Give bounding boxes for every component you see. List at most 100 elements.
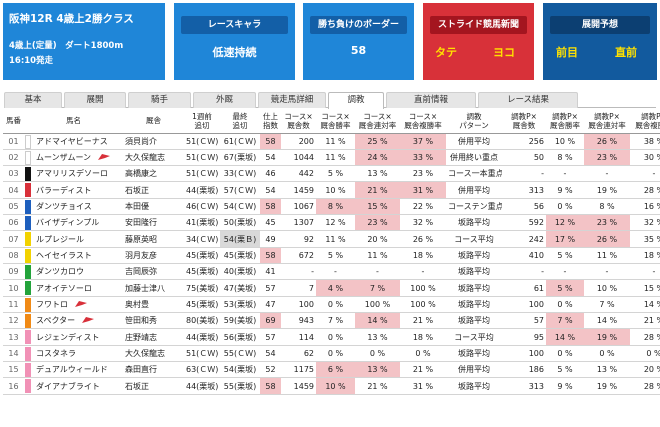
horse-name-cell[interactable]: デュアルウィールド bbox=[24, 361, 123, 379]
frame-color-strip bbox=[25, 265, 31, 279]
horse-name[interactable]: スペクター bbox=[36, 316, 76, 326]
red-flag-icon bbox=[75, 300, 87, 307]
tab-jockey[interactable]: 騎手 bbox=[128, 92, 191, 108]
table-row[interactable]: 13 レジェンディスト 庄野靖志 44(栗坂) 56(栗坂) 57 114 0 % 13 % 18… bbox=[3, 328, 660, 346]
table-row[interactable]: 09 ダンツカロウ 吉岡辰弥 45(栗坂) 40(栗坂) 41- - - - 坂路平均 - - - - bbox=[3, 263, 660, 281]
horse-name[interactable]: アマリリスデソーロ bbox=[36, 169, 108, 179]
training-pattern-value: コース平均 bbox=[446, 230, 502, 248]
table-row[interactable]: 07 ルプレジール 藤原英昭 34(ＣＷ) 54(栗Ｂ) 49 92 11 % 20 % 26 %… bbox=[3, 230, 660, 248]
horse-name-cell[interactable]: ダンツカロウ bbox=[24, 263, 123, 281]
table-row[interactable]: 08 ヘイセイラスト 羽月友彦 45(栗坂) 45(栗坂) 58 672 5 % 11 % 18 … bbox=[3, 247, 660, 265]
course-quinella-value: 13 % bbox=[355, 328, 400, 346]
table-row[interactable]: 01 アドマイヤビーナス 須貝尚介 51(ＣＷ) 61(ＣＷ) 58 200 11 % 25 %… bbox=[3, 133, 660, 150]
tab-training[interactable]: 調教 bbox=[328, 92, 384, 109]
stride-newspaper-card[interactable]: ストライド競馬新聞 タテ ヨコ bbox=[423, 3, 534, 80]
tab-basic[interactable]: 基本 bbox=[4, 92, 62, 108]
horse-name[interactable]: アオイテソーロ bbox=[36, 283, 92, 293]
pattern-count-value: 61 bbox=[502, 279, 546, 297]
table-row[interactable]: 15 デュアルウィールド 森田直行 63(ＣＷ) 54(栗坂) 52 1175 6 % 13 %… bbox=[3, 361, 660, 379]
table-row[interactable]: 12 スペクター 笹田和秀 80(美坂) 59(美坂) 69 943 7 % 14 % 21 % 坂… bbox=[3, 312, 660, 330]
forecast-latest-link[interactable]: 直前 bbox=[615, 46, 637, 59]
week-before-value: 51(ＣＷ) bbox=[184, 133, 220, 150]
horse-name[interactable]: ダイアナブライト bbox=[36, 381, 100, 391]
pattern-place-value: 20 % bbox=[630, 361, 660, 379]
finish-index-value: 58 bbox=[260, 247, 281, 265]
final-value: 54(栗Ｂ) bbox=[220, 230, 260, 248]
tab-pre-race-info[interactable]: 直前情報 bbox=[386, 92, 476, 108]
course-place-value: 26 % bbox=[400, 230, 446, 248]
course-quinella-value: 15 % bbox=[355, 198, 400, 216]
course-count-value: 100 bbox=[281, 296, 316, 314]
col-pattern-place: 調教P×厩舎複勝率 bbox=[630, 109, 660, 134]
course-place-value: 21 % bbox=[400, 361, 446, 379]
header-cards: 阪神12R 4歳上2勝クラス 4歳上(定量) ダート1800m 16:10発走 … bbox=[3, 3, 657, 83]
course-quinella-value: 23 % bbox=[355, 214, 400, 232]
tab-bar: 基本 展開 騎手 外厩 競走馬詳細 調教 直前情報 レース結果 bbox=[4, 92, 656, 109]
finish-index-value: 47 bbox=[260, 296, 281, 314]
pattern-win-value: 5 % bbox=[546, 247, 584, 265]
horse-name-cell[interactable]: ムーンザムーン bbox=[24, 149, 123, 167]
course-win-value: 5 % bbox=[316, 247, 355, 265]
tab-horse-detail[interactable]: 競走馬詳細 bbox=[258, 92, 326, 108]
horse-name-cell[interactable]: アオイテソーロ bbox=[24, 279, 123, 297]
course-place-value: 31 % bbox=[400, 377, 446, 395]
horse-name-cell[interactable]: コスタネラ bbox=[24, 345, 123, 363]
table-row[interactable]: 05 ダンツチョイス 本田優 46(ＣＷ) 54(ＣＷ) 58 1067 8 % 15 % 22 … bbox=[3, 198, 660, 216]
horse-name[interactable]: コスタネラ bbox=[36, 348, 76, 358]
pace-forecast-card[interactable]: 展開予想 前目 直前 bbox=[543, 3, 657, 80]
horse-name-cell[interactable]: レジェンディスト bbox=[24, 328, 123, 346]
horse-name[interactable]: バラーディスト bbox=[36, 185, 92, 195]
pattern-win-value: 5 % bbox=[546, 361, 584, 379]
pattern-count-value: 186 bbox=[502, 361, 546, 379]
horse-name[interactable]: ダンツチョイス bbox=[36, 201, 92, 211]
horse-name[interactable]: ダンツカロウ bbox=[36, 267, 84, 277]
horse-name-cell[interactable]: フワトロ bbox=[24, 296, 123, 314]
pattern-win-value: 5 % bbox=[546, 279, 584, 297]
horse-name[interactable]: ムーンザムーン bbox=[36, 152, 92, 162]
horse-name-cell[interactable]: ヘイセイラスト bbox=[24, 247, 123, 265]
table-row[interactable]: 11 フワトロ 奥村豊 45(栗坂) 53(栗坂) 47 100 0 % 100 % 100 % 坂… bbox=[3, 296, 660, 314]
table-row[interactable]: 14 コスタネラ 大久保龍志 51(ＣＷ) 55(ＣＷ) 54 62 0 % 0 % 0 % 坂路平… bbox=[3, 345, 660, 363]
frame-color-strip bbox=[25, 199, 31, 214]
frame-color-strip bbox=[25, 248, 31, 263]
horse-name-cell[interactable]: スペクター bbox=[24, 312, 123, 330]
frame-color-strip bbox=[25, 134, 31, 149]
horse-name[interactable]: フワトロ bbox=[36, 299, 68, 309]
news-yoko-link[interactable]: ヨコ bbox=[493, 46, 515, 59]
stable-name: 藤原英昭 bbox=[123, 230, 184, 248]
horse-name[interactable]: バイザディンプル bbox=[36, 218, 100, 228]
course-count-value: 92 bbox=[281, 230, 316, 248]
tab-outside-stable[interactable]: 外厩 bbox=[193, 92, 256, 108]
horse-name[interactable]: ヘイセイラスト bbox=[36, 250, 92, 260]
course-win-value: 4 % bbox=[316, 279, 355, 297]
news-tate-link[interactable]: タテ bbox=[435, 46, 457, 59]
table-row[interactable]: 06 バイザディンプル 安田隆行 41(栗坂) 50(栗坂) 45 1307 12 % 23 %… bbox=[3, 214, 660, 232]
table-row[interactable]: 04 バラーディスト 石坂正 44(栗坂) 57(ＣＷ) 54 1459 10 % 21 % 31… bbox=[3, 181, 660, 199]
horse-name-cell[interactable]: アマリリスデソーロ bbox=[24, 165, 123, 183]
col-week-before: 1週前 追切 bbox=[184, 109, 220, 134]
horse-name[interactable]: ルプレジール bbox=[36, 234, 84, 244]
table-row[interactable]: 02 ムーンザムーン 大久保龍志 51(ＣＷ) 67(栗坂) 54 1044 11 % 24 %… bbox=[3, 149, 660, 167]
week-before-value: 44(栗坂) bbox=[184, 328, 220, 346]
tab-pace[interactable]: 展開 bbox=[64, 92, 126, 108]
horse-name[interactable]: デュアルウィールド bbox=[36, 365, 108, 375]
frame-color-strip bbox=[25, 346, 31, 361]
horse-name-cell[interactable]: ルプレジール bbox=[24, 230, 123, 248]
horse-name[interactable]: アドマイヤビーナス bbox=[36, 136, 108, 146]
horse-name[interactable]: レジェンディスト bbox=[36, 332, 100, 342]
pattern-quinella-value: 19 % bbox=[584, 377, 630, 395]
tab-race-result[interactable]: レース結果 bbox=[478, 92, 578, 108]
course-place-value: 31 % bbox=[400, 181, 446, 199]
horse-name-cell[interactable]: バイザディンプル bbox=[24, 214, 123, 232]
frame-color-strip bbox=[25, 330, 31, 345]
table-row[interactable]: 03 アマリリスデソーロ 高橋康之 51(ＣＷ) 33(ＣＷ) 46 442 5 % 13 % 2… bbox=[3, 165, 660, 183]
course-quinella-value: 21 % bbox=[355, 377, 400, 395]
table-row[interactable]: 16 ダイアナブライト 石坂正 44(栗坂) 55(栗坂) 58 1459 10 % 21 % 3… bbox=[3, 377, 660, 395]
horse-name-cell[interactable]: バラーディスト bbox=[24, 181, 123, 199]
horse-name-cell[interactable]: アドマイヤビーナス bbox=[24, 133, 123, 150]
table-row[interactable]: 10 アオイテソーロ 加藤士津八 75(美坂) 47(美坂) 57 7 4 % 7 % 100 %… bbox=[3, 279, 660, 297]
forecast-front-link[interactable]: 前目 bbox=[556, 46, 578, 59]
final-value: 67(栗坂) bbox=[220, 149, 260, 167]
horse-name-cell[interactable]: ダンツチョイス bbox=[24, 198, 123, 216]
horse-name-cell[interactable]: ダイアナブライト bbox=[24, 377, 123, 395]
